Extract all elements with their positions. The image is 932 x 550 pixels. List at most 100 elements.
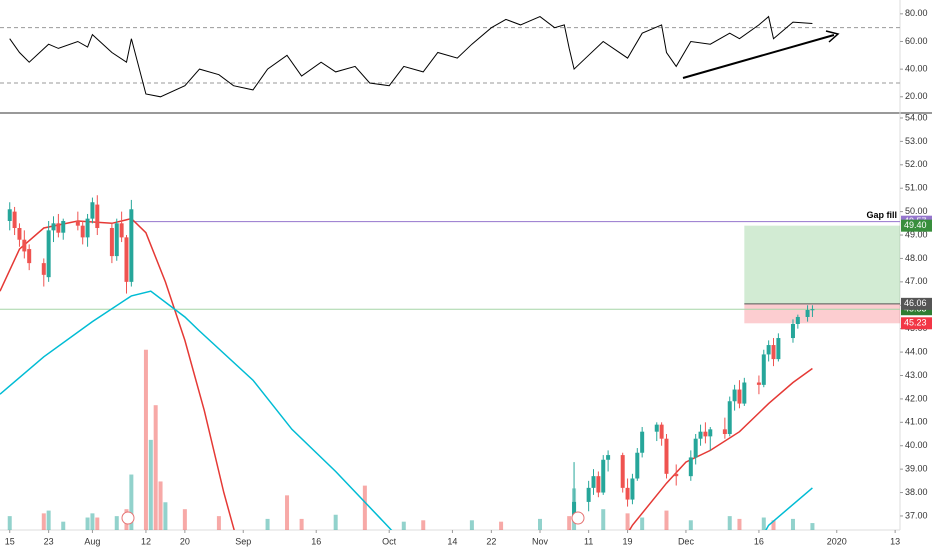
volume-bar <box>790 518 795 530</box>
volume-bar <box>265 518 270 530</box>
arrow-head <box>825 30 840 43</box>
y-tick-label: 44.00 <box>905 346 928 356</box>
candle-body <box>7 209 12 221</box>
y-tick-label: 48.00 <box>905 253 928 263</box>
volume-bar <box>153 405 158 530</box>
candle-body <box>766 345 771 355</box>
volume-bar <box>7 516 12 530</box>
candle-body <box>129 209 134 282</box>
candle-body <box>693 438 698 458</box>
volume-bar <box>664 510 669 530</box>
volume-bar <box>688 520 693 530</box>
profit-zone <box>744 225 900 304</box>
x-tick-label: 22 <box>486 536 496 546</box>
candle-body <box>625 487 630 500</box>
candle-body <box>591 476 596 488</box>
candle-body <box>606 455 611 460</box>
candle-body <box>75 220 80 226</box>
candle-body <box>17 228 22 240</box>
candle-body <box>698 431 703 439</box>
candle-body <box>22 239 27 252</box>
candle-body <box>703 431 708 437</box>
y-tick-label: 41.00 <box>905 417 928 427</box>
y-tick-label: 52.00 <box>905 159 928 169</box>
x-tick-label: 16 <box>754 536 764 546</box>
volume-bar <box>216 516 221 530</box>
x-tick-label: Sep <box>235 536 251 546</box>
candle-body <box>664 438 669 474</box>
candle-body <box>80 225 85 238</box>
x-tick-label: Nov <box>532 536 549 546</box>
price-pane <box>0 195 900 530</box>
volume-bar <box>163 502 168 530</box>
axes: 20.00 40.00 60.00 80.00 15 23 Aug 12 20 Sep 16 Oct 1… <box>5 8 932 546</box>
volume-bar <box>61 521 66 530</box>
loss-zone <box>744 303 900 324</box>
earnings-icon[interactable] <box>571 511 585 525</box>
price-tag-label: 49.40 <box>904 220 927 230</box>
candle-body <box>90 202 95 219</box>
candle-body <box>742 382 747 404</box>
volume-bar <box>499 521 504 530</box>
candle-body <box>119 223 124 238</box>
candle-body <box>795 316 800 324</box>
candle-body <box>674 473 679 477</box>
candle-body <box>586 487 591 502</box>
y-tick-label: 49.00 <box>905 229 928 239</box>
candle-body <box>56 223 61 233</box>
y-tick-label: 60.00 <box>905 36 928 46</box>
volume-bar <box>421 520 426 530</box>
x-tick-label: 16 <box>311 536 321 546</box>
candle-body <box>630 478 635 500</box>
volume-bar <box>285 495 290 530</box>
volume-bar <box>129 474 134 530</box>
candle-body <box>635 452 640 479</box>
candle-body <box>51 223 56 231</box>
volume-bar <box>85 517 90 530</box>
y-tick-label: 47.00 <box>905 276 928 286</box>
volume-bar <box>810 523 815 530</box>
x-tick-label: 11 <box>584 536 593 546</box>
candle-body <box>109 228 114 257</box>
x-tick-label: 19 <box>623 536 633 546</box>
candle-body <box>659 424 664 439</box>
volume-bar <box>362 485 367 530</box>
y-tick-label: 53.00 <box>905 136 928 146</box>
y-tick-label: 20.00 <box>905 91 928 101</box>
x-tick-label: Dec <box>678 536 695 546</box>
line-series <box>0 290 813 530</box>
price-tag <box>901 219 932 232</box>
y-tick-label: 38.00 <box>905 487 928 497</box>
rsi-pane <box>0 15 900 98</box>
candle-body <box>654 424 659 432</box>
trend-arrow <box>682 34 835 79</box>
candle-body <box>620 455 625 488</box>
candle-body <box>61 220 66 233</box>
y-tick-label: 37.00 <box>905 510 928 520</box>
candle-body <box>41 263 46 275</box>
volume-bar <box>333 514 338 530</box>
y-tick-label: 39.00 <box>905 464 928 474</box>
candle-body <box>114 223 119 257</box>
candle-body <box>810 309 815 311</box>
price-tag-label: 45.23 <box>904 318 927 328</box>
candle-body <box>708 429 713 437</box>
volume-bar <box>46 510 51 530</box>
candle-body <box>776 338 781 360</box>
candle-body <box>124 237 129 282</box>
x-tick-label: 2020 <box>827 536 847 546</box>
x-tick-label: Oct <box>382 536 397 546</box>
candle-body <box>732 389 737 402</box>
x-tick-label: 15 <box>5 536 15 546</box>
earnings-icon[interactable] <box>121 511 135 525</box>
volume-bar <box>538 518 542 530</box>
candle-body <box>640 431 645 453</box>
candle-body <box>790 323 795 339</box>
volume-bar <box>95 517 100 530</box>
line-label: Gap fill <box>866 210 897 220</box>
candle-body <box>12 211 17 229</box>
volume-bar <box>143 349 148 530</box>
candle-body <box>46 230 51 278</box>
price-tag-label: 46.06 <box>904 298 927 308</box>
